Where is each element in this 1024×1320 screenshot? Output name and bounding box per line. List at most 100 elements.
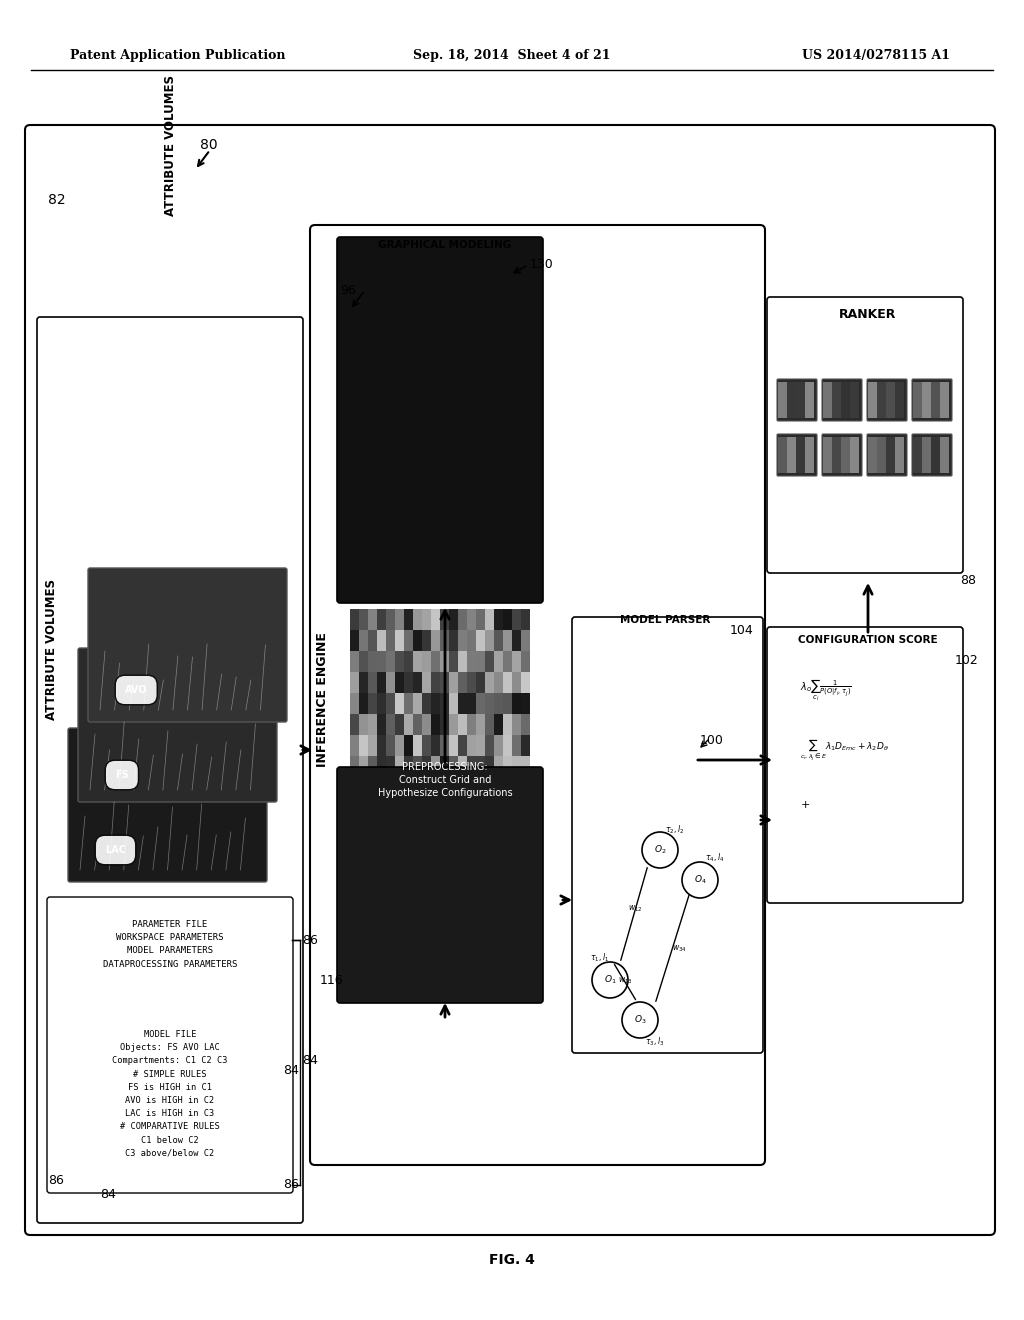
Bar (913, 381, 922, 418)
Bar (377, 630, 386, 651)
Bar (422, 777, 431, 799)
Bar (458, 818, 467, 840)
Text: 88: 88 (961, 573, 976, 586)
Bar (476, 630, 485, 651)
Bar (512, 693, 521, 714)
Bar (413, 672, 422, 693)
Bar (431, 861, 440, 882)
Bar (431, 630, 440, 651)
Bar (377, 693, 386, 714)
Bar (512, 714, 521, 735)
Bar (494, 777, 503, 799)
Bar (395, 630, 404, 651)
Bar (476, 882, 485, 903)
FancyBboxPatch shape (68, 729, 267, 882)
Bar (350, 714, 359, 735)
Text: AVO: AVO (125, 685, 147, 696)
Text: RANKER: RANKER (840, 309, 897, 322)
Bar (449, 799, 458, 818)
Bar (503, 756, 512, 777)
Bar (476, 672, 485, 693)
Bar (359, 818, 368, 840)
Bar (494, 693, 503, 714)
Bar (395, 714, 404, 735)
Bar (449, 651, 458, 672)
Bar (831, 437, 841, 473)
Text: 84: 84 (302, 1053, 317, 1067)
Text: FIG. 4: FIG. 4 (489, 1253, 535, 1267)
Bar (431, 840, 440, 861)
Text: $\lambda_o \sum_{c_i} \frac{1}{P(O|f_i,\tau_j)}$: $\lambda_o \sum_{c_i} \frac{1}{P(O|f_i,\… (800, 677, 852, 702)
Bar (841, 437, 850, 473)
Bar (521, 799, 530, 818)
Bar (359, 735, 368, 756)
Text: PREPROCESSING:
Construct Grid and
Hypothesize Configurations: PREPROCESSING: Construct Grid and Hypoth… (378, 762, 512, 799)
Bar (404, 882, 413, 903)
Bar (359, 777, 368, 799)
Bar (485, 777, 494, 799)
Bar (386, 799, 395, 818)
Text: $O_2$: $O_2$ (653, 843, 667, 857)
Bar (494, 840, 503, 861)
Text: MODEL PARSER: MODEL PARSER (620, 615, 711, 624)
Bar (350, 672, 359, 693)
Bar (377, 672, 386, 693)
Text: INFERENCE ENGINE: INFERENCE ENGINE (315, 632, 329, 767)
Bar (395, 818, 404, 840)
Bar (377, 903, 386, 924)
Bar (404, 840, 413, 861)
Bar (386, 840, 395, 861)
Text: $O_3$: $O_3$ (634, 1014, 646, 1026)
Text: MODEL FILE
Objects: FS AVO LAC
Compartments: C1 C2 C3
# SIMPLE RULES
FS is HIGH : MODEL FILE Objects: FS AVO LAC Compartme… (113, 1030, 227, 1158)
Bar (485, 756, 494, 777)
Bar (476, 735, 485, 756)
Bar (512, 651, 521, 672)
Bar (386, 777, 395, 799)
Bar (359, 630, 368, 651)
Bar (359, 756, 368, 777)
Bar (476, 609, 485, 630)
Bar (422, 799, 431, 818)
Bar (413, 861, 422, 882)
FancyBboxPatch shape (337, 238, 543, 603)
Bar (440, 799, 449, 818)
Bar (485, 840, 494, 861)
Bar (440, 818, 449, 840)
Bar (377, 735, 386, 756)
Bar (386, 651, 395, 672)
Bar (796, 437, 805, 473)
Bar (359, 799, 368, 818)
Bar (404, 672, 413, 693)
Bar (395, 672, 404, 693)
Bar (413, 882, 422, 903)
Bar (494, 799, 503, 818)
Bar (413, 840, 422, 861)
Bar (449, 714, 458, 735)
Text: 104: 104 (730, 623, 754, 636)
Bar (350, 799, 359, 818)
Bar (413, 693, 422, 714)
Text: $\tau_2, l_2$: $\tau_2, l_2$ (666, 824, 685, 837)
Bar (431, 735, 440, 756)
Bar (458, 861, 467, 882)
Bar (485, 882, 494, 903)
Bar (422, 714, 431, 735)
Bar (431, 882, 440, 903)
Bar (503, 840, 512, 861)
Bar (476, 861, 485, 882)
Bar (404, 756, 413, 777)
Bar (404, 735, 413, 756)
Bar (485, 735, 494, 756)
Bar (413, 903, 422, 924)
Bar (512, 609, 521, 630)
Bar (850, 381, 859, 418)
Bar (386, 714, 395, 735)
Bar (413, 799, 422, 818)
Bar (886, 381, 895, 418)
Bar (521, 818, 530, 840)
Bar (485, 714, 494, 735)
Bar (485, 609, 494, 630)
FancyBboxPatch shape (767, 297, 963, 573)
FancyBboxPatch shape (47, 898, 293, 1193)
Bar (440, 777, 449, 799)
